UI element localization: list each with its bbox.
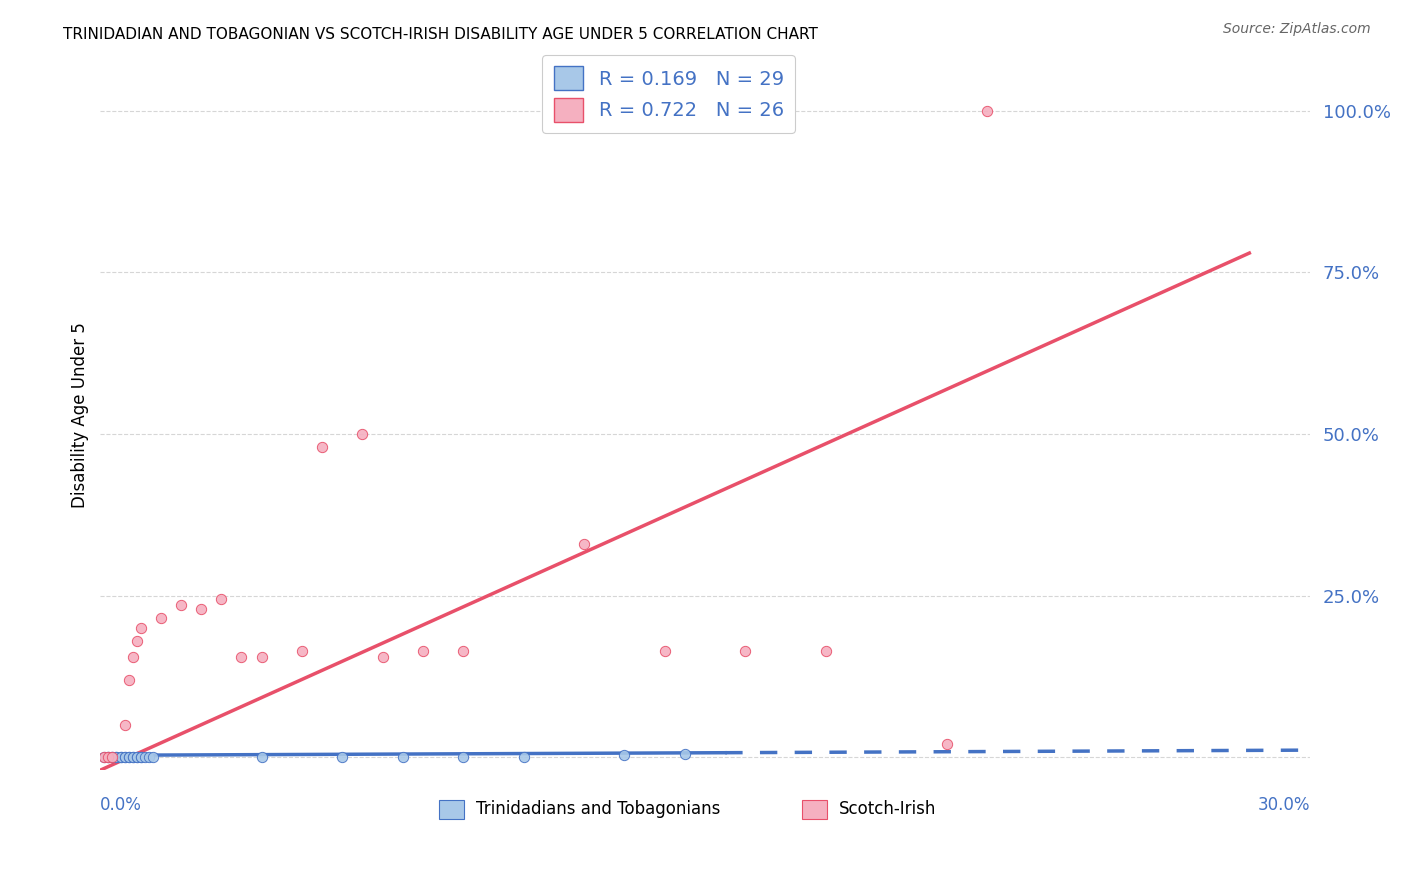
Point bbox=[170, 599, 193, 613]
Point bbox=[114, 718, 136, 732]
Point bbox=[936, 737, 959, 751]
Point bbox=[654, 643, 676, 657]
Point bbox=[110, 750, 132, 764]
Point bbox=[129, 750, 152, 764]
Point bbox=[117, 750, 139, 764]
Point bbox=[121, 750, 143, 764]
Text: Source: ZipAtlas.com: Source: ZipAtlas.com bbox=[1223, 22, 1371, 37]
Point bbox=[352, 427, 374, 442]
Text: TRINIDADIAN AND TOBAGONIAN VS SCOTCH-IRISH DISABILITY AGE UNDER 5 CORRELATION CH: TRINIDADIAN AND TOBAGONIAN VS SCOTCH-IRI… bbox=[63, 27, 818, 42]
Point bbox=[117, 673, 139, 687]
Point bbox=[105, 750, 128, 764]
Point bbox=[149, 611, 172, 625]
Legend: R = 0.169   N = 29, R = 0.722   N = 26: R = 0.169 N = 29, R = 0.722 N = 26 bbox=[543, 54, 796, 133]
Point bbox=[105, 750, 128, 764]
Y-axis label: Disability Age Under 5: Disability Age Under 5 bbox=[72, 322, 89, 508]
Point bbox=[613, 747, 636, 762]
Point bbox=[138, 750, 160, 764]
Point bbox=[572, 537, 595, 551]
Text: 30.0%: 30.0% bbox=[1257, 797, 1310, 814]
Point bbox=[391, 750, 413, 764]
Point bbox=[451, 750, 474, 764]
Point bbox=[311, 440, 333, 454]
Point bbox=[114, 750, 136, 764]
Point bbox=[125, 633, 148, 648]
Point bbox=[371, 650, 394, 665]
Point bbox=[412, 643, 434, 657]
Text: Scotch-Irish: Scotch-Irish bbox=[838, 800, 936, 818]
Point bbox=[129, 750, 152, 764]
Point bbox=[93, 750, 115, 764]
Point bbox=[97, 750, 120, 764]
Point bbox=[101, 750, 124, 764]
Text: 0.0%: 0.0% bbox=[100, 797, 142, 814]
Text: Trinidadians and Tobagonians: Trinidadians and Tobagonians bbox=[475, 800, 720, 818]
Point bbox=[121, 650, 143, 665]
Point bbox=[125, 750, 148, 764]
Point bbox=[976, 103, 998, 118]
Point bbox=[512, 750, 534, 764]
Point bbox=[734, 643, 756, 657]
Point bbox=[110, 750, 132, 764]
Point bbox=[97, 750, 120, 764]
Point bbox=[250, 750, 273, 764]
Point bbox=[142, 750, 165, 764]
Point bbox=[814, 643, 837, 657]
Point bbox=[451, 643, 474, 657]
Point bbox=[190, 601, 212, 615]
Point bbox=[231, 650, 253, 665]
Point bbox=[121, 750, 143, 764]
Point bbox=[97, 750, 120, 764]
Point bbox=[291, 643, 314, 657]
Point bbox=[117, 750, 139, 764]
Point bbox=[209, 591, 232, 606]
Point bbox=[330, 750, 353, 764]
Point bbox=[101, 750, 124, 764]
Point bbox=[134, 750, 156, 764]
Point bbox=[93, 750, 115, 764]
Point bbox=[101, 750, 124, 764]
Point bbox=[125, 750, 148, 764]
Point bbox=[129, 621, 152, 635]
Point bbox=[250, 650, 273, 665]
Point bbox=[673, 747, 696, 761]
Point bbox=[114, 750, 136, 764]
